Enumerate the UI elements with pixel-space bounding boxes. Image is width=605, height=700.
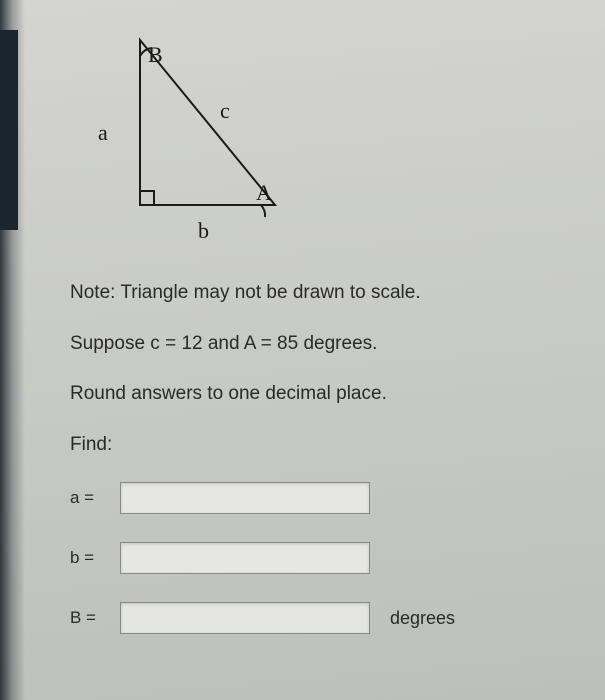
input-row-a: a = [70,482,565,514]
label-a: a = [70,488,120,508]
unit-big-b: degrees [390,608,455,629]
answer-inputs: a = b = B = degrees [70,482,565,634]
vertex-b-label: B [148,42,163,68]
label-b: b = [70,548,120,568]
input-row-b: b = [70,542,565,574]
input-b[interactable] [120,542,370,574]
side-b-label: b [198,218,209,244]
side-c-label: c [220,98,230,124]
problem-content: B A a b c Note: Triangle may not be draw… [0,0,605,692]
input-big-b[interactable] [120,602,370,634]
label-big-b: B = [70,608,120,628]
input-row-big-b: B = degrees [70,602,565,634]
screen-dark-edge [0,30,18,230]
suppose-text: Suppose c = 12 and A = 85 degrees. [70,331,565,358]
round-text: Round answers to one decimal place. [70,381,565,408]
find-text: Find: [70,432,565,459]
problem-text: Note: Triangle may not be drawn to scale… [70,280,565,458]
input-a[interactable] [120,482,370,514]
right-angle-mark [140,191,154,205]
triangle-svg [100,30,300,240]
triangle-diagram: B A a b c [100,30,300,240]
note-text: Note: Triangle may not be drawn to scale… [70,280,565,307]
side-a-label: a [98,120,108,146]
vertex-a-label: A [256,180,272,206]
angle-a-arc [261,205,265,217]
